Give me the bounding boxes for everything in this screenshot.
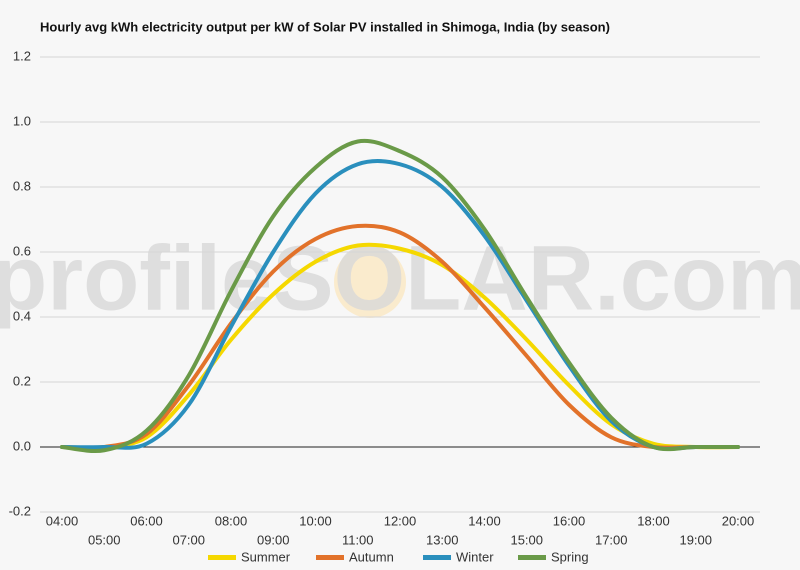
x-tick-label: 11:00 [342, 532, 374, 547]
legend-swatch [518, 555, 546, 560]
x-tick-label: 18:00 [637, 513, 670, 528]
y-tick-label: 0.8 [13, 178, 31, 193]
series-line [60, 138, 740, 453]
x-tick-label: 05:00 [88, 532, 121, 547]
legend-label: Summer [241, 549, 291, 564]
y-tick-label: -0.2 [9, 503, 31, 518]
x-tick-label: 17:00 [595, 532, 628, 547]
legend-swatch [208, 555, 236, 560]
y-tick-label: 1.0 [13, 113, 31, 128]
y-tick-label: 0.0 [13, 438, 31, 453]
legend-label: Spring [551, 549, 589, 564]
x-tick-label: 06:00 [130, 513, 163, 528]
legend-label: Winter [456, 549, 494, 564]
x-tick-label: 04:00 [46, 513, 79, 528]
series-line [60, 159, 740, 451]
x-tick-label: 19:00 [679, 532, 712, 547]
y-tick-label: 0.4 [13, 308, 31, 323]
x-tick-label: 08:00 [215, 513, 248, 528]
x-tick-label: 10:00 [299, 513, 332, 528]
x-tick-label: 16:00 [553, 513, 586, 528]
x-tick-label: 13:00 [426, 532, 459, 547]
y-tick-label: 1.2 [13, 48, 31, 63]
x-tick-label: 14:00 [468, 513, 501, 528]
series-line [60, 223, 740, 450]
x-tick-label: 20:00 [722, 513, 755, 528]
watermark-sun [334, 246, 406, 318]
y-tick-label: 0.6 [13, 243, 31, 258]
legend-swatch [316, 555, 344, 560]
x-tick-label: 07:00 [172, 532, 205, 547]
chart-title: Hourly avg kWh electricity output per kW… [40, 19, 610, 34]
legend-swatch [423, 555, 451, 560]
watermark: profileSOLAR.com [0, 227, 800, 329]
y-tick-label: 0.2 [13, 373, 31, 388]
x-tick-label: 15:00 [510, 532, 543, 547]
legend-label: Autumn [349, 549, 394, 564]
x-tick-label: 09:00 [257, 532, 290, 547]
x-tick-label: 12:00 [384, 513, 417, 528]
